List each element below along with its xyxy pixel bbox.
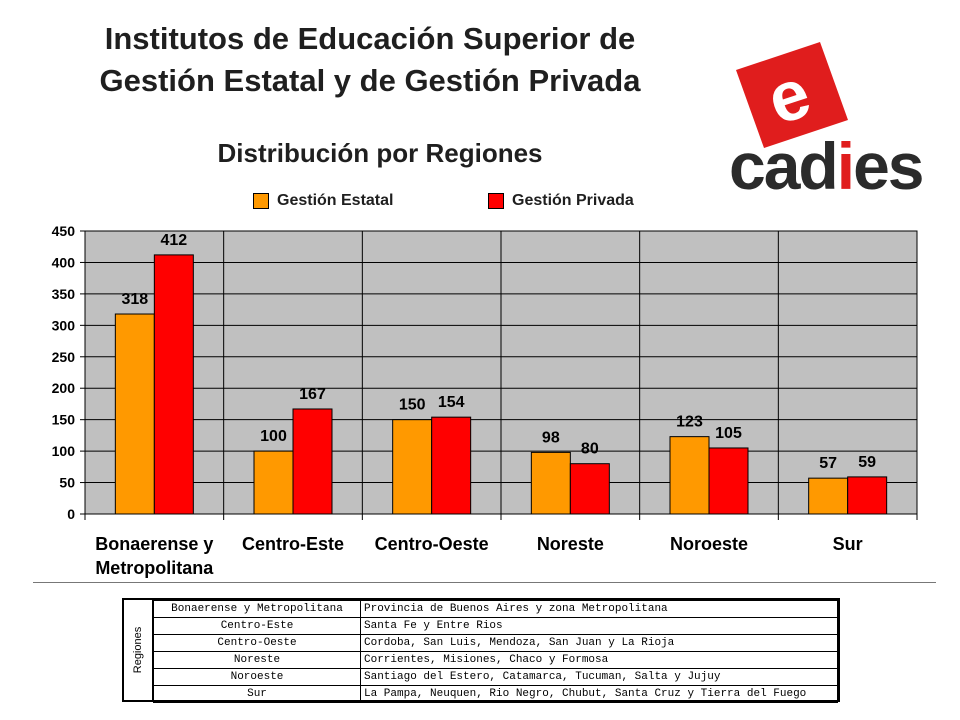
legend-label-estatal: Gestión Estatal <box>277 192 394 209</box>
data-label: 100 <box>260 428 287 445</box>
bar-privada <box>708 447 749 515</box>
bar-privada <box>569 463 610 515</box>
table-row: Centro-Oeste Cordoba, San Luis, Mendoza, … <box>153 634 838 652</box>
chart-title: Distribución por Regiones <box>217 138 543 168</box>
page-title: Institutos de Educación Superior de Gest… <box>20 18 720 102</box>
y-tick-label: 300 <box>52 317 76 333</box>
data-label: 98 <box>542 429 560 446</box>
provinces-cell: Santiago del Estero, Catamarca, Tucuman,… <box>360 668 838 686</box>
table-row: Bonaerense y Metropolitana Provincia de B… <box>153 600 838 618</box>
x-tick-label: Bonaerense y <box>95 534 213 554</box>
region-cell: Centro-Este <box>153 617 361 635</box>
regions-table: Regiones Bonaerense y Metropolitana Provi… <box>122 598 840 703</box>
regions-side-label: Regiones <box>132 626 144 674</box>
bar-estatal <box>392 419 433 515</box>
bar-estatal <box>530 451 571 515</box>
y-tick-label: 0 <box>67 506 75 522</box>
bar-estatal <box>114 313 155 515</box>
provinces-cell: Cordoba, San Luis, Mendoza, San Juan y L… <box>360 634 838 652</box>
logo-text-pre: cad <box>729 129 839 203</box>
y-tick-label: 100 <box>52 443 76 459</box>
y-tick-label: 450 <box>52 223 76 239</box>
bar-privada <box>847 476 888 515</box>
table-row: Sur La Pampa, Neuquen, Rio Negro, Chubut,… <box>153 685 838 703</box>
data-label: 57 <box>819 455 837 472</box>
provinces-cell: La Pampa, Neuquen, Rio Negro, Chubut, Sa… <box>360 685 838 703</box>
logo-wordmark: cadies <box>729 128 925 204</box>
provinces-cell: Provincia de Buenos Aires y zona Metropo… <box>360 600 838 618</box>
legend-item-privada: Gestión Privada <box>488 191 634 211</box>
data-label: 59 <box>858 454 876 471</box>
logo-text-post: es <box>853 129 924 203</box>
cadies-logo: e <box>728 40 918 200</box>
region-cell: Bonaerense y Metropolitana <box>153 600 361 618</box>
y-tick-label: 150 <box>52 412 76 428</box>
provinces-cell: Corrientes, Misiones, Chaco y Formosa <box>360 651 838 669</box>
data-label: 167 <box>299 386 326 403</box>
data-label: 80 <box>581 441 599 458</box>
regions-side-label-cell: Regiones <box>124 600 153 700</box>
x-tick-label: Sur <box>833 534 863 554</box>
title-line-1: Institutos de Educación Superior de <box>104 21 636 56</box>
logo-text-i: i <box>836 129 855 203</box>
regions-table-body: Bonaerense y Metropolitana Provincia de B… <box>153 600 838 703</box>
region-cell: Noreste <box>153 651 361 669</box>
x-tick-label: Centro-Oeste <box>375 534 489 554</box>
region-cell: Noroeste <box>153 668 361 686</box>
data-label: 154 <box>438 394 465 411</box>
table-row: Noroeste Santiago del Estero, Catamarca, … <box>153 668 838 686</box>
bar-privada <box>292 408 333 515</box>
table-row: Noreste Corrientes, Misiones, Chaco y For… <box>153 651 838 669</box>
y-tick-label: 400 <box>52 254 76 270</box>
table-row: Centro-Este Santa Fe y Entre Rios <box>153 617 838 635</box>
data-label: 318 <box>121 291 148 308</box>
bar-privada <box>431 416 472 515</box>
bar-privada <box>153 254 194 515</box>
legend-item-estatal: Gestión Estatal <box>253 191 393 211</box>
legend-swatch-privada <box>488 193 504 209</box>
cadies-logo-mark: e <box>736 42 848 148</box>
bar-estatal <box>253 450 294 515</box>
region-cell: Sur <box>153 685 361 703</box>
data-label: 105 <box>715 425 742 442</box>
x-tick-label: Noroeste <box>670 534 748 554</box>
title-line-2: Gestión Estatal y de Gestión Privada <box>99 63 641 98</box>
y-tick-label: 200 <box>52 380 76 396</box>
y-tick-label: 250 <box>52 349 76 365</box>
bar-estatal <box>669 436 710 515</box>
x-tick-label: Centro-Este <box>242 534 344 554</box>
data-label: 412 <box>160 232 187 249</box>
legend-swatch-estatal <box>253 193 269 209</box>
bar-estatal <box>808 477 849 515</box>
y-tick-label: 50 <box>59 475 75 491</box>
y-tick-label: 350 <box>52 286 76 302</box>
x-tick-label: Metropolitana <box>95 558 214 578</box>
data-label: 150 <box>399 397 426 414</box>
legend-label-privada: Gestión Privada <box>512 192 634 209</box>
data-label: 123 <box>676 414 703 431</box>
provinces-cell: Santa Fe y Entre Rios <box>360 617 838 635</box>
divider <box>33 582 936 583</box>
x-tick-label: Noreste <box>537 534 604 554</box>
region-cell: Centro-Oeste <box>153 634 361 652</box>
bar-chart: 0 50 100 150 200 250 300 350 400 450 318 412 Bonaere… <box>52 223 918 578</box>
